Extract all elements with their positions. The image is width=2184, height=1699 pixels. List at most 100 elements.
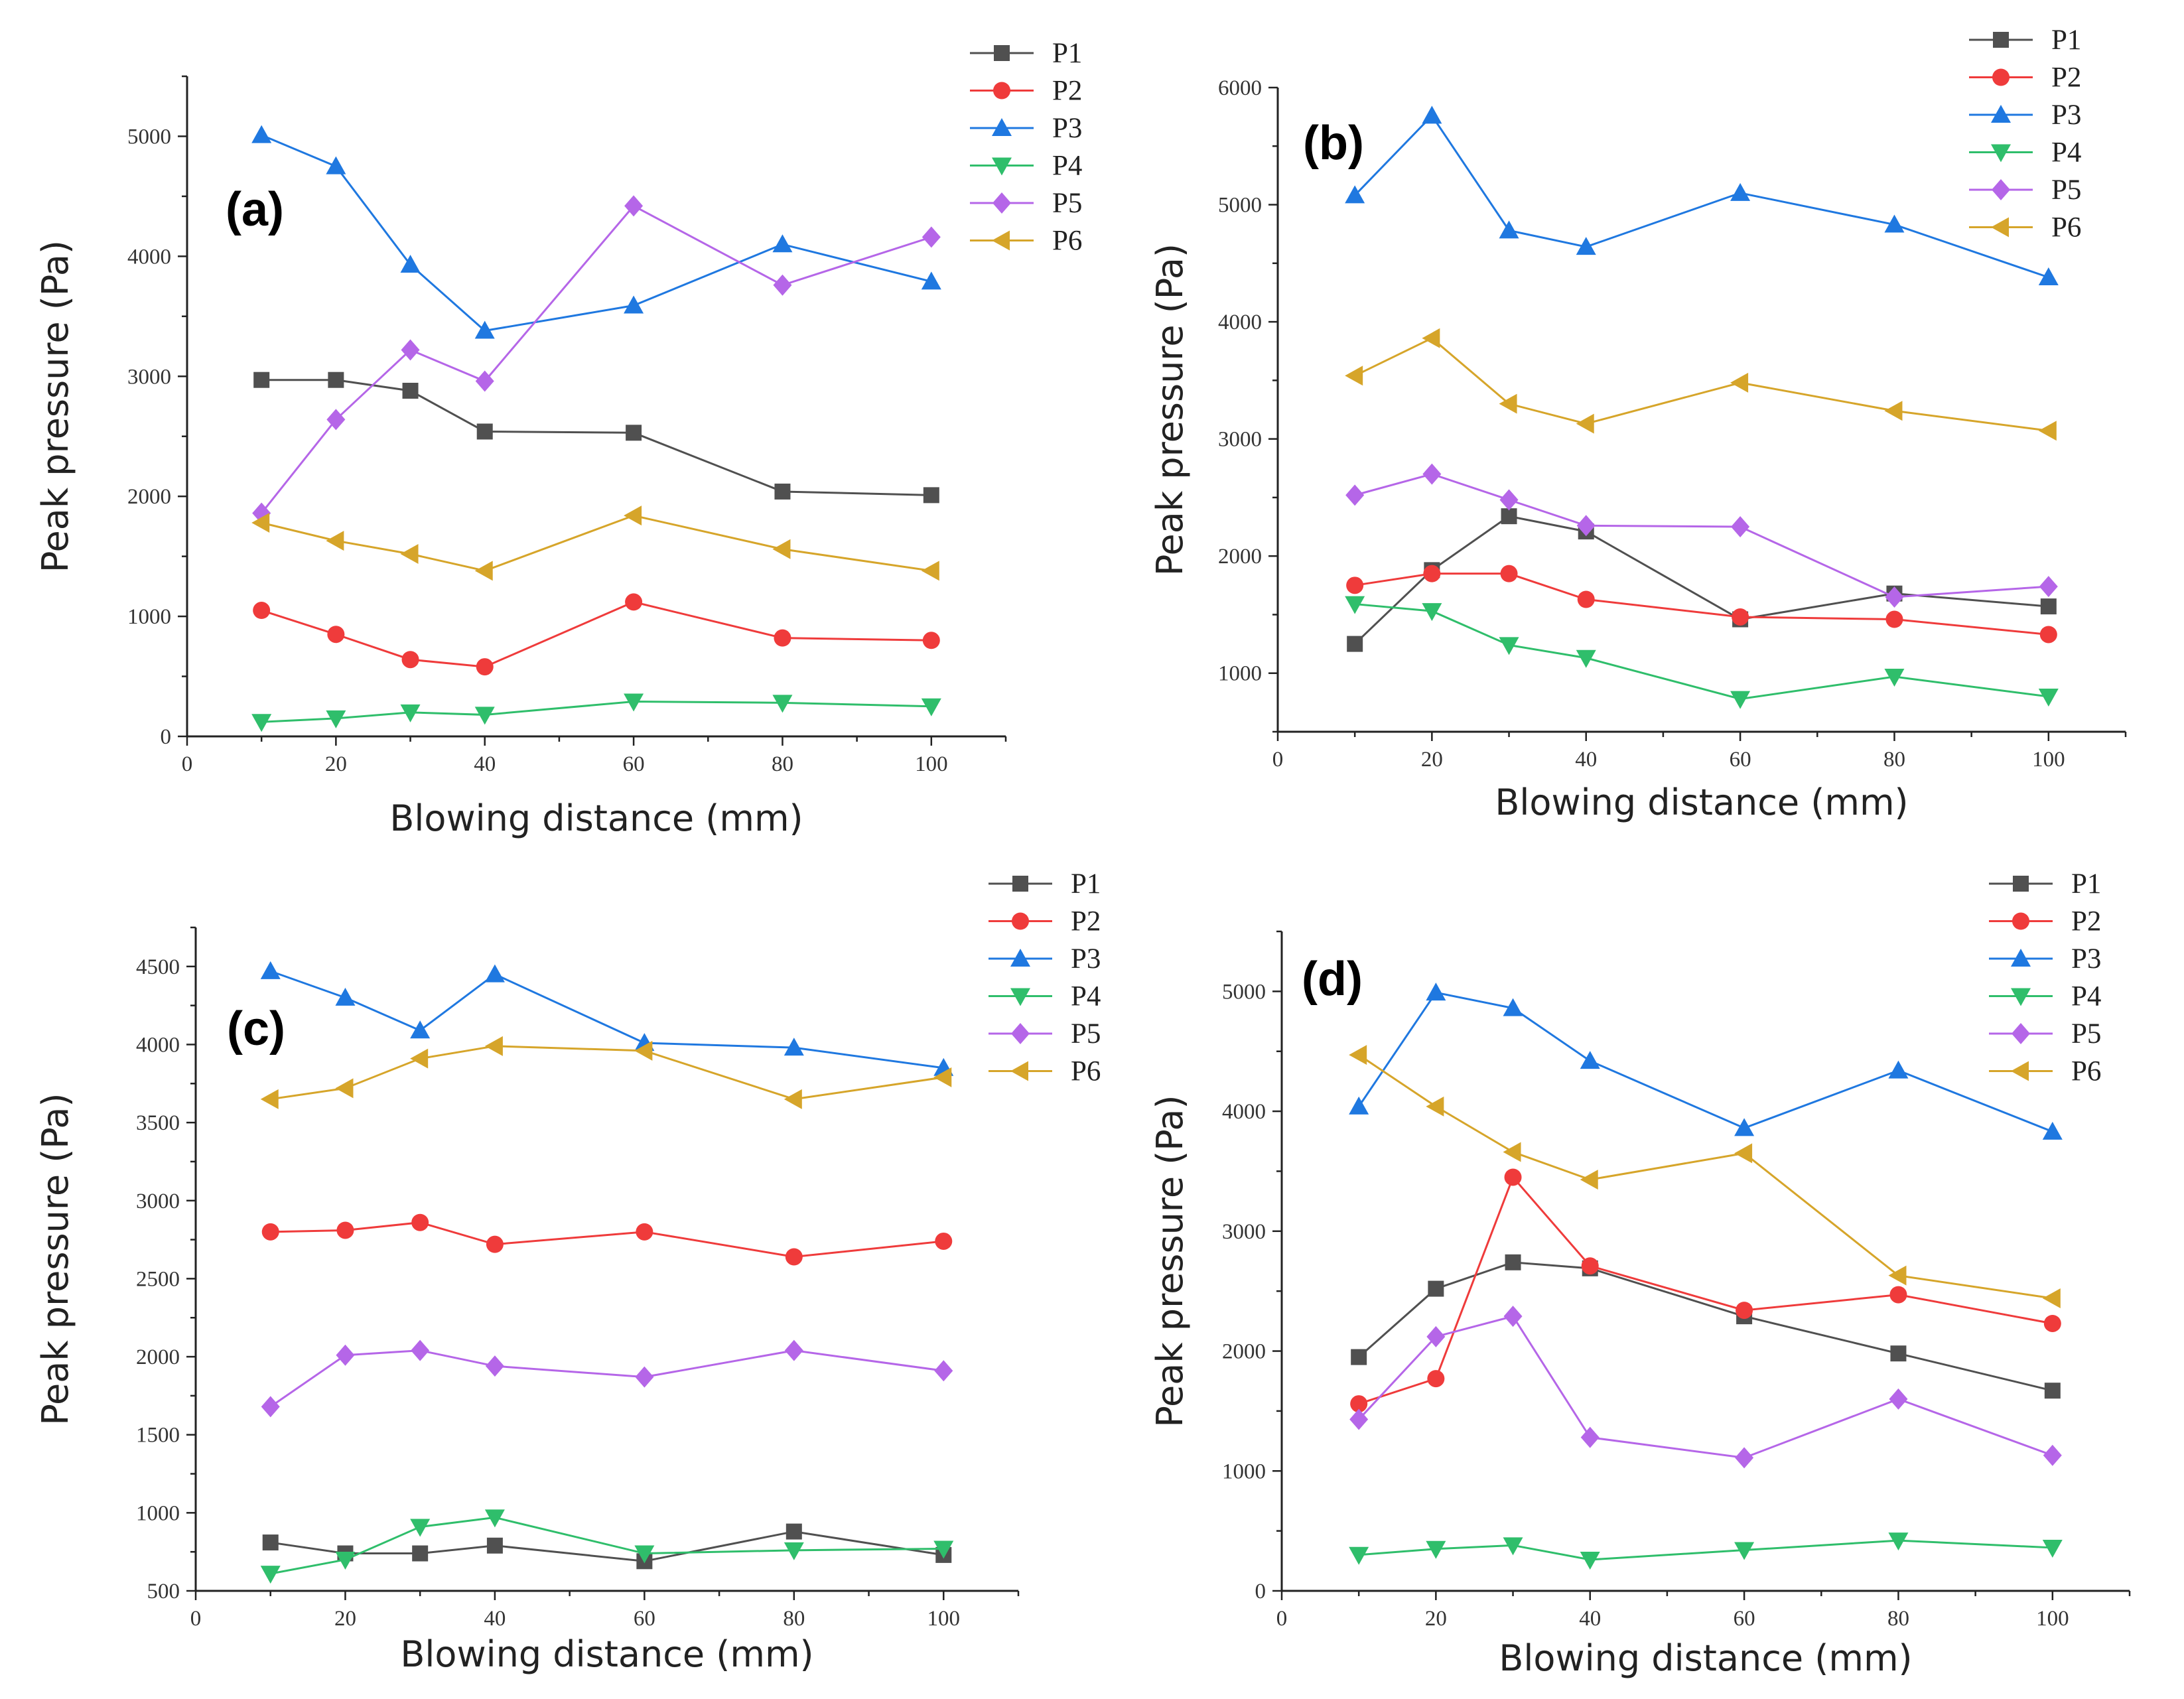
- data-point: [2039, 626, 2057, 644]
- series-p1: [1351, 1254, 2061, 1399]
- y-tick-label: 6000: [1218, 76, 1262, 100]
- legend-entry-p1: P1: [1989, 868, 2101, 900]
- data-point: [774, 629, 791, 647]
- data-point: [1423, 565, 1441, 582]
- panel-label: (d): [1302, 953, 1363, 1006]
- data-point: [773, 274, 792, 296]
- series-p2: [261, 1213, 953, 1266]
- x-tick-label: 0: [1272, 748, 1284, 772]
- data-point: [1350, 1395, 1368, 1413]
- data-point: [1890, 1345, 1907, 1362]
- data-point: [625, 593, 643, 611]
- legend-label: P4: [2071, 981, 2101, 1012]
- legend-label: P6: [2051, 212, 2081, 243]
- data-point: [1426, 983, 1446, 1001]
- data-point: [326, 710, 346, 728]
- y-tick-label: 2000: [1218, 545, 1262, 569]
- legend-marker: [1992, 68, 2010, 86]
- y-tick-label: 2000: [127, 485, 171, 509]
- data-point: [921, 561, 939, 581]
- legend-label: P2: [2051, 62, 2081, 94]
- data-point: [1580, 1051, 1600, 1069]
- y-tick-label: 1500: [136, 1424, 180, 1448]
- data-point: [1576, 515, 1596, 537]
- y-tick-label: 3000: [1222, 1220, 1266, 1244]
- data-point: [1347, 636, 1363, 652]
- panel-label: (a): [226, 183, 284, 236]
- x-tick-label: 60: [1730, 748, 1751, 772]
- legend-entry-p5: P5: [989, 1018, 1101, 1050]
- legend-label: P5: [2071, 1018, 2101, 1050]
- legend-entry-p4: P4: [1969, 137, 2081, 169]
- data-point: [923, 487, 939, 504]
- legend-entry-p1: P1: [1969, 25, 2081, 56]
- series-line: [1358, 1175, 2053, 1405]
- x-tick-label: 40: [474, 752, 496, 776]
- data-point: [1730, 691, 1751, 709]
- legend-entry-p2: P2: [989, 906, 1101, 937]
- series-p4: [1349, 1532, 2063, 1570]
- x-tick-label: 100: [915, 752, 948, 776]
- legend-marker: [1993, 32, 2009, 48]
- x-tick-label: 60: [623, 752, 645, 776]
- legend-entry-p2: P2: [1969, 62, 2081, 94]
- legend-entry-p5: P5: [1989, 1018, 2101, 1050]
- x-tick-label: 80: [783, 1607, 805, 1631]
- series-line: [270, 970, 944, 1069]
- data-point: [624, 195, 644, 217]
- series-line: [1354, 473, 2049, 598]
- panel-d: 0 20 40 60 80 100010002000300040005000Blowing…: [1149, 868, 2131, 1679]
- data-point: [2038, 267, 2059, 286]
- data-point: [772, 695, 793, 713]
- data-point: [2044, 1383, 2061, 1399]
- series-p2: [1350, 1168, 2061, 1413]
- data-point: [1422, 105, 1442, 124]
- panel-label: (c): [227, 1002, 285, 1055]
- legend-entry-p6: P6: [1969, 212, 2081, 243]
- legend-marker: [1992, 179, 2010, 200]
- x-axis-title: Blowing distance (mm): [400, 1633, 813, 1675]
- data-point: [1345, 366, 1363, 386]
- legend-entry-p4: P4: [970, 151, 1082, 182]
- legend-label: P5: [1052, 188, 1082, 219]
- series-line: [1354, 337, 2049, 432]
- data-point: [2039, 576, 2058, 598]
- series-p5: [252, 195, 941, 524]
- legend-marker: [1012, 876, 1028, 892]
- data-point: [1500, 565, 1518, 582]
- data-point: [335, 1551, 356, 1570]
- data-point: [1580, 1552, 1600, 1570]
- data-point: [1888, 1532, 1909, 1551]
- legend-entry-p6: P6: [989, 1056, 1101, 1087]
- y-axis-title: Peak pressure (Pa): [34, 1093, 76, 1425]
- data-point: [624, 295, 644, 314]
- series-line: [1357, 991, 2053, 1133]
- data-point: [251, 512, 270, 533]
- y-axis-title: Peak pressure (Pa): [1149, 243, 1191, 576]
- legend-marker: [1010, 988, 1030, 1006]
- legend-entry-p1: P1: [989, 868, 1101, 900]
- data-point: [402, 382, 419, 399]
- series-p3: [1349, 983, 2063, 1140]
- data-point: [1730, 182, 1751, 201]
- data-point: [1577, 590, 1595, 608]
- data-point: [410, 1048, 429, 1069]
- series-line: [261, 701, 931, 723]
- series-line: [1359, 1539, 2053, 1561]
- data-point: [1345, 596, 1365, 614]
- series-line: [1354, 573, 2049, 636]
- data-point: [933, 1067, 952, 1087]
- data-point: [1345, 185, 1365, 204]
- series-p6: [1349, 1045, 2061, 1309]
- data-point: [1888, 1060, 1909, 1079]
- data-point: [1351, 1349, 1367, 1365]
- legend-label: P6: [1052, 226, 1082, 257]
- x-axis-title: Blowing distance (mm): [389, 797, 803, 839]
- legend-entry-p6: P6: [970, 226, 1082, 257]
- y-tick-label: 5000: [1218, 194, 1262, 218]
- legend-marker: [992, 230, 1010, 251]
- data-point: [785, 1248, 803, 1266]
- y-axis-title: Peak pressure (Pa): [1149, 1095, 1191, 1427]
- data-point: [624, 506, 642, 526]
- legend-marker: [1011, 1023, 1030, 1044]
